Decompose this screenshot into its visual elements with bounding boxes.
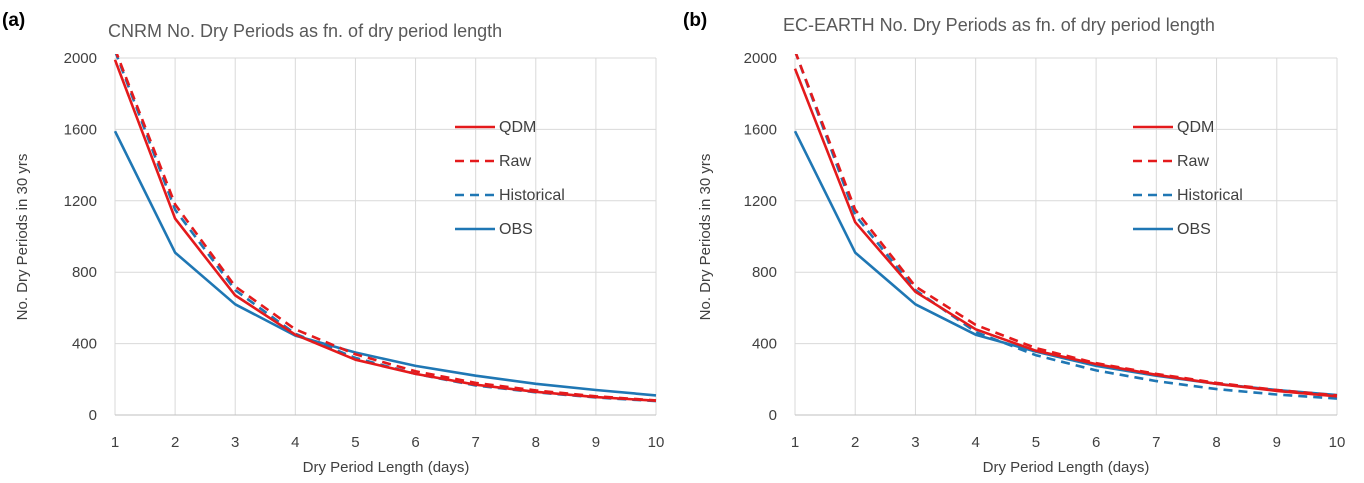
legend-label-b-historical: Historical [1177,187,1243,204]
x-tick-label-a-10: 10 [648,434,665,451]
legend-label-a-raw: Raw [499,153,531,170]
y-tick-label-b-1600: 1600 [744,121,777,138]
x-tick-label-a-2: 2 [171,434,179,451]
x-tick-label-a-8: 8 [532,434,540,451]
legend-label-b-raw: Raw [1177,153,1209,170]
x-axis-title-a: Dry Period Length (days) [303,459,470,476]
y-tick-label-a-0: 0 [89,407,97,424]
y-tick-label-a-800: 800 [72,264,97,281]
series-line-a-obs [113,130,657,397]
chart-panel-b: (b) EC-EARTH No. Dry Periods as fn. of d… [683,10,1345,476]
y-axis-title-b: No. Dry Periods in 30 yrs [697,154,714,321]
x-tick-label-b-1: 1 [791,434,799,451]
series-lines-a [113,54,657,403]
x-tick-label-b-2: 2 [851,434,859,451]
y-tick-label-b-2000: 2000 [744,50,777,67]
y-tick-labels-b: 0 400 800 1200 1600 2000 [744,50,777,424]
x-tick-labels-b: 1 2 3 4 5 6 7 8 9 10 [791,434,1346,451]
x-tick-label-b-5: 5 [1032,434,1040,451]
x-axis-title-b: Dry Period Length (days) [983,459,1150,476]
x-tick-label-a-9: 9 [592,434,600,451]
series-line-b-qdm [793,68,1338,398]
x-tick-label-a-7: 7 [471,434,479,451]
x-tick-label-b-7: 7 [1152,434,1160,451]
y-tick-label-a-1200: 1200 [64,193,97,210]
y-tick-label-b-1200: 1200 [744,193,777,210]
y-tick-label-b-0: 0 [769,407,777,424]
legend-label-b-qdm: QDM [1177,119,1214,136]
series-line-a-raw [115,54,657,402]
x-tick-label-b-9: 9 [1273,434,1281,451]
legend-b: QDM Raw Historical OBS [1133,119,1243,238]
x-tick-label-b-3: 3 [911,434,919,451]
series-line-a-historical [114,54,657,403]
y-tick-label-b-800: 800 [752,264,777,281]
legend-label-a-qdm: QDM [499,119,536,136]
y-tick-label-a-2000: 2000 [64,50,97,67]
gridlines-a [114,57,657,416]
legend-a: QDM Raw Historical OBS [455,119,565,238]
legend-label-a-historical: Historical [499,187,565,204]
legend-label-a-obs: OBS [499,221,533,238]
x-tick-label-b-6: 6 [1092,434,1100,451]
x-tick-label-a-1: 1 [111,434,119,451]
gridlines-b [794,57,1338,416]
y-tick-label-b-400: 400 [752,336,777,353]
y-axis-title-a: No. Dry Periods in 30 yrs [14,154,31,321]
x-tick-label-b-4: 4 [971,434,979,451]
x-tick-label-a-6: 6 [411,434,419,451]
x-tick-label-a-3: 3 [231,434,239,451]
chart-panel-a: (a) CNRM No. Dry Periods as fn. of dry p… [2,10,664,476]
chart-title-b: EC-EARTH No. Dry Periods as fn. of dry p… [783,15,1215,35]
y-tick-label-a-1600: 1600 [64,121,97,138]
x-tick-labels-a: 1 2 3 4 5 6 7 8 9 10 [111,434,665,451]
y-tick-labels-a: 0 400 800 1200 1600 2000 [64,50,97,424]
x-tick-label-a-5: 5 [351,434,359,451]
x-tick-label-a-4: 4 [291,434,299,451]
x-tick-label-b-8: 8 [1212,434,1220,451]
series-line-b-historical [794,54,1338,400]
panel-label-a: (a) [2,10,25,31]
series-line-b-obs [793,130,1338,397]
series-lines-b [793,54,1338,400]
panel-label-b: (b) [683,10,707,31]
legend-label-b-obs: OBS [1177,221,1211,238]
x-tick-label-b-10: 10 [1329,434,1346,451]
chart-title-a: CNRM No. Dry Periods as fn. of dry perio… [108,21,502,41]
y-tick-label-a-400: 400 [72,336,97,353]
series-line-a-qdm [113,59,657,402]
